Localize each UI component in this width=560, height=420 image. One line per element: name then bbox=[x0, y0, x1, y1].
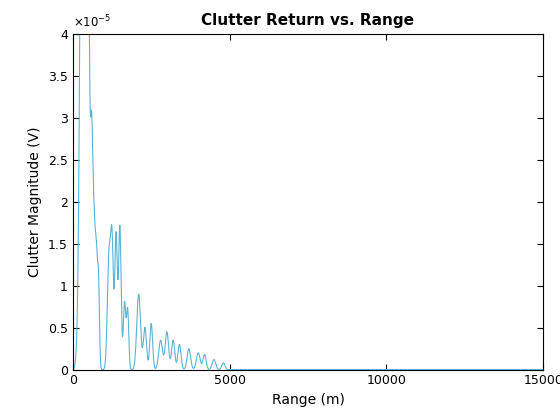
Y-axis label: Clutter Magnitude (V): Clutter Magnitude (V) bbox=[29, 126, 43, 277]
Title: Clutter Return vs. Range: Clutter Return vs. Range bbox=[202, 13, 414, 28]
X-axis label: Range (m): Range (m) bbox=[272, 393, 344, 407]
Text: $\times10^{-5}$: $\times10^{-5}$ bbox=[73, 13, 111, 30]
